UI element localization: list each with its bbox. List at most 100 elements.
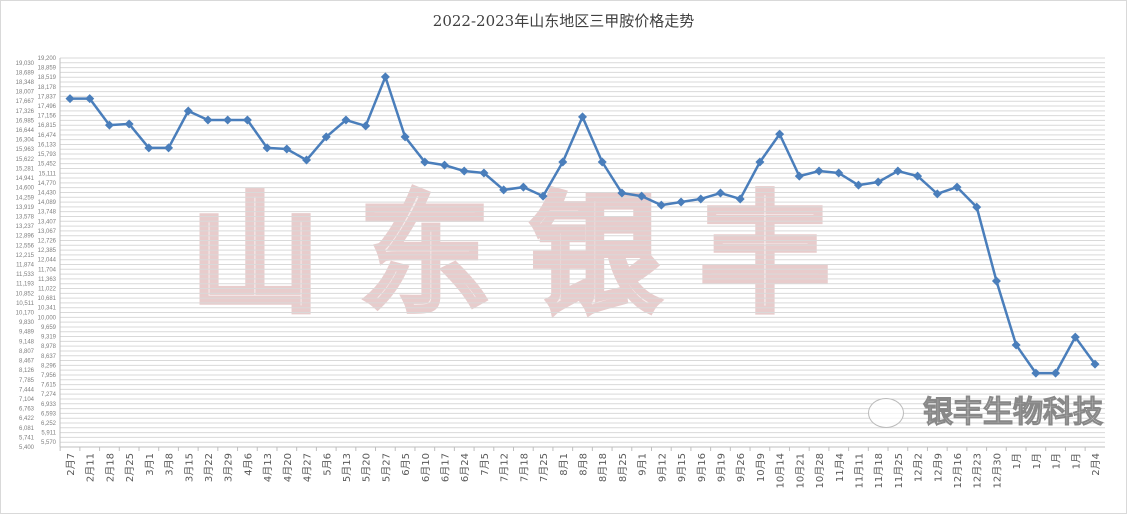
y-tick-label: 17,326 <box>16 109 35 115</box>
x-tick-label: 10月21 <box>794 453 806 488</box>
data-point <box>991 276 1001 286</box>
y-tick-label: 6,593 <box>41 411 57 417</box>
x-tick-label: 1月 <box>1031 453 1043 469</box>
y-tick-label: 15,622 <box>16 157 35 163</box>
data-point <box>656 200 666 210</box>
data-point <box>775 129 785 139</box>
y-tick-label: 8,296 <box>41 363 57 369</box>
y-tick-label: 19,030 <box>16 61 35 67</box>
x-tick-label: 4月13 <box>262 453 274 482</box>
y-tick-label: 10,511 <box>16 301 35 307</box>
data-point <box>578 112 587 122</box>
y-tick-label: 12,044 <box>38 258 57 264</box>
y-tick-label: 7,956 <box>41 373 57 379</box>
y-tick-label: 9,489 <box>19 330 35 336</box>
y-tick-label: 5,400 <box>19 445 35 451</box>
y-tick-label: 13,407 <box>38 219 57 225</box>
x-tick-label: 1月 <box>1070 453 1082 469</box>
data-point <box>321 132 331 142</box>
data-point <box>853 180 863 190</box>
x-tick-label: 9月26 <box>735 453 747 482</box>
x-tick-label: 8月25 <box>617 453 629 482</box>
x-tick-label: 8月18 <box>597 453 609 482</box>
y-tick-label: 16,985 <box>16 118 35 124</box>
y-tick-label: 14,259 <box>16 195 35 201</box>
data-point <box>617 188 627 198</box>
data-point <box>794 171 804 181</box>
x-tick-label: 8月8 <box>578 453 590 476</box>
data-point <box>242 115 252 125</box>
data-point <box>479 168 489 178</box>
data-point <box>834 168 844 178</box>
y-tick-label: 9,319 <box>41 335 57 341</box>
y-tick-label: 8,807 <box>19 349 35 355</box>
y-tick-label: 9,830 <box>19 320 35 326</box>
data-point <box>223 115 233 125</box>
x-tick-label: 12月2 <box>913 453 925 482</box>
data-point <box>341 115 351 125</box>
y-tick-label: 9,148 <box>19 339 35 345</box>
data-point <box>913 171 923 181</box>
y-tick-label: 11,704 <box>38 267 57 273</box>
data-point <box>1051 368 1061 378</box>
y-tick-label: 18,859 <box>38 66 57 72</box>
x-tick-label: 7月18 <box>518 453 530 482</box>
x-tick-label: 6月17 <box>440 453 452 482</box>
x-tick-label: 7月25 <box>538 453 550 482</box>
y-tick-label: 7,615 <box>41 383 57 389</box>
x-tick-label: 4月27 <box>302 453 314 482</box>
y-tick-label: 7,444 <box>19 387 35 393</box>
y-tick-label: 11,874 <box>16 263 35 269</box>
x-tick-label: 1月 <box>1051 453 1063 469</box>
y-tick-label: 14,770 <box>38 181 57 187</box>
y-tick-label: 12,385 <box>38 248 57 254</box>
x-tick-label: 1月 <box>1011 453 1023 469</box>
x-tick-label: 12月23 <box>972 453 984 488</box>
y-tick-label: 6,081 <box>19 426 35 432</box>
x-tick-label: 3月8 <box>164 453 176 476</box>
y-tick-label: 15,963 <box>16 147 35 153</box>
data-point <box>1011 340 1021 350</box>
x-tick-label: 7月12 <box>499 453 511 482</box>
y-tick-label: 16,133 <box>38 142 57 148</box>
y-tick-label: 17,667 <box>16 99 35 105</box>
wechat-icon <box>868 398 904 428</box>
y-tick-label: 12,896 <box>16 234 35 240</box>
y-tick-label: 10,852 <box>16 291 35 297</box>
x-tick-label: 8月1 <box>558 453 570 476</box>
x-tick-label: 9月19 <box>715 453 727 482</box>
x-tick-label: 9月12 <box>656 453 668 482</box>
x-tick-label: 3月29 <box>223 453 235 482</box>
y-tick-label: 14,600 <box>16 186 35 192</box>
x-tick-label: 2月4 <box>1090 453 1102 476</box>
y-tick-label: 10,000 <box>38 315 57 321</box>
y-tick-label: 11,533 <box>16 272 35 278</box>
y-tick-label: 7,274 <box>41 392 57 398</box>
data-point <box>597 157 607 167</box>
x-tick-label: 9月15 <box>676 453 688 482</box>
y-tick-label: 12,215 <box>16 253 35 259</box>
y-tick-label: 16,304 <box>16 138 35 144</box>
x-tick-label: 4月6 <box>242 453 254 476</box>
data-point <box>538 191 548 201</box>
data-point <box>873 177 883 187</box>
y-tick-label: 13,237 <box>16 224 35 230</box>
x-tick-label: 9月16 <box>696 453 708 482</box>
x-tick-label: 4月20 <box>282 453 294 482</box>
y-tick-label: 5,741 <box>19 435 35 441</box>
data-point <box>164 143 174 153</box>
y-tick-label: 5,570 <box>41 440 57 446</box>
data-point <box>1031 368 1041 378</box>
data-point <box>282 144 292 154</box>
data-point <box>420 157 430 167</box>
y-tick-label: 15,452 <box>38 162 57 168</box>
y-tick-label: 13,919 <box>16 205 35 211</box>
data-point <box>952 182 962 192</box>
x-tick-label: 5月20 <box>361 453 373 482</box>
y-tick-label: 8,467 <box>19 359 35 365</box>
data-point <box>440 160 450 170</box>
data-point <box>715 188 725 198</box>
y-tick-label: 6,422 <box>19 416 35 422</box>
y-tick-label: 12,556 <box>16 243 35 249</box>
x-tick-label: 6月10 <box>420 453 432 482</box>
